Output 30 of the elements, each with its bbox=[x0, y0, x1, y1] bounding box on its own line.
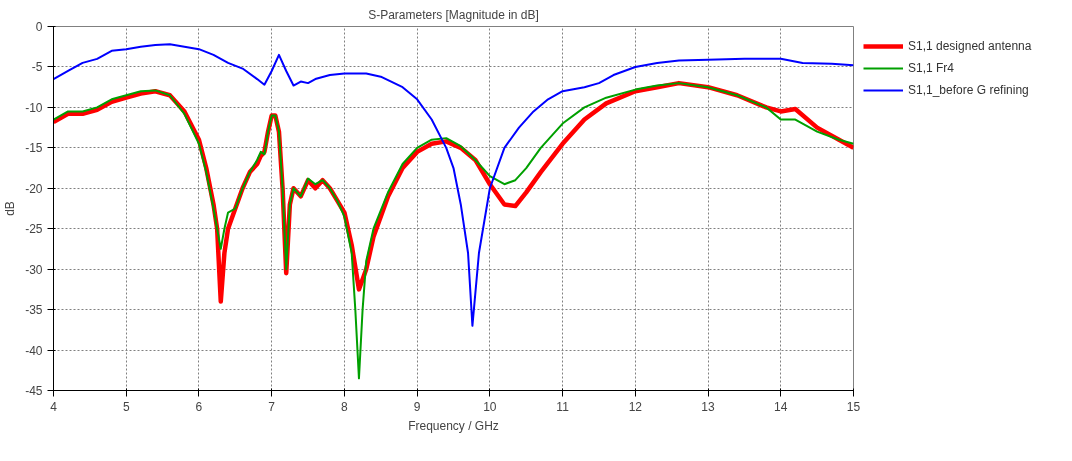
line-series bbox=[53, 82, 854, 380]
y-tick-label: -30 bbox=[25, 262, 43, 277]
y-tick-label: -15 bbox=[25, 141, 43, 156]
y-tick-label: -35 bbox=[25, 303, 43, 318]
x-tick-label: 14 bbox=[774, 399, 788, 414]
x-tick-label: 12 bbox=[628, 399, 643, 414]
x-tick-label: 6 bbox=[195, 399, 203, 414]
legend-label: S1,1 designed antenna bbox=[908, 39, 1032, 53]
y-tick-label: -10 bbox=[25, 100, 43, 115]
x-tick-label: 4 bbox=[50, 399, 58, 414]
x-tick-label: 8 bbox=[341, 399, 349, 414]
legend-label: S1,1_before G refining bbox=[908, 83, 1029, 97]
x-tick-label: 11 bbox=[556, 399, 570, 414]
y-axis-title: dB bbox=[3, 201, 18, 216]
y-tick-label: -25 bbox=[25, 222, 43, 237]
legend-label: S1,1 Fr4 bbox=[908, 61, 955, 75]
x-tick-label: 15 bbox=[846, 399, 861, 414]
y-tick-label: 0 bbox=[35, 20, 43, 34]
y-tick-label: -45 bbox=[25, 384, 43, 398]
chart-title: S-Parameters [Magnitude in dB] bbox=[368, 7, 539, 22]
x-tick-label: 9 bbox=[413, 399, 421, 414]
y-tick-label: -40 bbox=[25, 343, 43, 358]
x-tick-label: 7 bbox=[268, 399, 276, 414]
y-tick-label: -20 bbox=[25, 181, 43, 196]
x-axis-title: Frequency / GHz bbox=[408, 418, 499, 433]
x-tick-label: 5 bbox=[122, 399, 130, 414]
x-tick-label: 10 bbox=[483, 399, 497, 414]
x-tick-label: 13 bbox=[701, 399, 716, 414]
y-tick-label: -5 bbox=[31, 60, 43, 75]
line-series bbox=[53, 43, 854, 327]
